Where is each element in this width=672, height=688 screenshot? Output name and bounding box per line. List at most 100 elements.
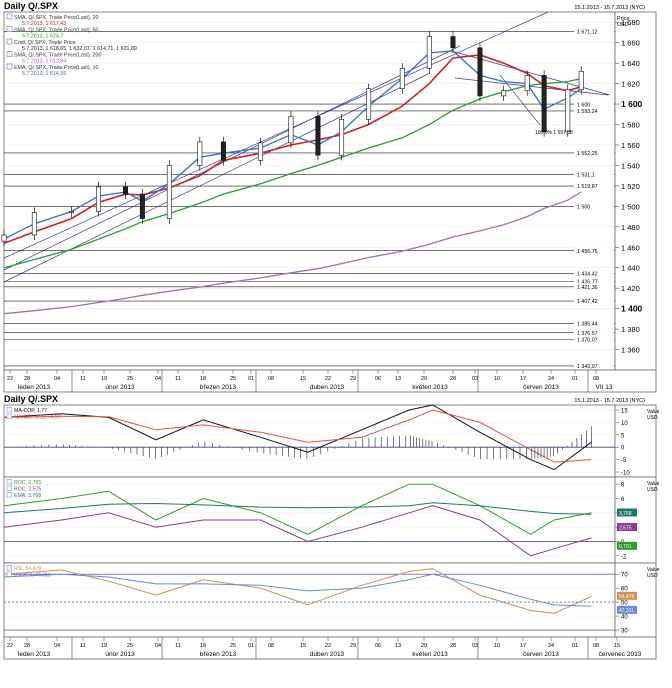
level-label-bg [574, 149, 614, 157]
macd-series-0 [3, 404, 592, 471]
price-tick-label: 1 400 [621, 304, 643, 314]
legend-icon [6, 51, 13, 57]
rsi-tick-label: 70 [621, 573, 628, 579]
level-label-bg [574, 247, 614, 255]
indicator-x-day-label: 24 [548, 643, 554, 649]
candle-body [288, 116, 294, 144]
indicator-x-day-label: 22 [7, 643, 13, 649]
price-x-day-label: 01 [572, 376, 578, 382]
candle-body [315, 116, 321, 156]
indicator-x-month-label: únor 2013 [105, 651, 135, 658]
level-label: 1 531,1 [577, 173, 595, 179]
legend-label: Cndl, Q/.SPX, Trade Price [14, 40, 76, 46]
rsi-tick-label: 40 [621, 615, 628, 621]
level-label-bg [574, 283, 614, 291]
price-x-day-label: 08 [593, 376, 599, 382]
price-chart-title: Daily Q/.SPX [4, 1, 58, 11]
indicator-x-day-label: 06 [375, 643, 381, 649]
value-badge-bg [617, 605, 637, 614]
indicator-x-day-label: 04 [54, 643, 60, 649]
level-label-bg [574, 362, 614, 370]
price-tick-label: 1 540 [621, 161, 640, 170]
level-label: 1 421,36 [577, 285, 598, 291]
level-label: 1 434,42 [577, 272, 598, 278]
indicator-chart-title: Daily Q/.SPX [4, 394, 58, 404]
legend-value: 5.7.2013, 1 614,55 [22, 71, 66, 77]
level-label-bg [574, 171, 614, 179]
indicator-x-day-label: 15 [614, 643, 620, 649]
price-x-day-label: 11 [80, 376, 86, 382]
level-label-bg [574, 182, 614, 190]
macd-tick-label: 10 [621, 421, 628, 427]
price-tick-label: 1 660 [621, 39, 640, 48]
indicator-legend-label: EMA, 3,768 [14, 493, 41, 499]
roc-tick-label: 6 [621, 497, 625, 503]
price-x-day-label: 28 [450, 376, 456, 382]
level-label: 1 407,42 [577, 299, 598, 305]
price-x-day-label: 17 [520, 376, 526, 382]
indicator-legend-icon [6, 413, 12, 419]
price-x-day-label: 13 [395, 376, 401, 382]
indicator-x-day-label: 19 [101, 643, 107, 649]
indicator-x-day-label: 13 [395, 643, 401, 649]
indicator-legend-icon [6, 485, 12, 491]
indicator-legend-icon [6, 565, 12, 571]
rsi-tick-label: 60 [621, 587, 628, 593]
indicator-date-range: 15.1.2013 - 15.7.2013 (NYC) [574, 398, 645, 404]
price-x-day-label: 04 [54, 376, 60, 382]
rsi-plot-area [3, 562, 616, 638]
roc-axis-unit: USD [647, 487, 658, 493]
indicator-x-day-label: 20 [421, 643, 427, 649]
indicator-x-month-label: duben 2013 [310, 651, 345, 658]
value-badge-bg [617, 541, 637, 550]
indicator-x-month-label: březen 2013 [200, 651, 237, 658]
price-x-day-label: 08 [268, 376, 274, 382]
indicator-x-day-label: 29 [350, 643, 356, 649]
indicator-x-day-label: 08 [268, 643, 274, 649]
price-tick-label: 1 420 [621, 284, 640, 293]
price-x-day-label: 24 [548, 376, 554, 382]
price-tick-label: 1 640 [621, 59, 640, 68]
price-date-range: 15.1.2013 - 15.7.2013 (NYC) [574, 5, 645, 11]
price-axis-unit: USD [617, 22, 629, 28]
level-label-bg [574, 277, 614, 285]
price-x-day-label: 18 [200, 376, 206, 382]
price-x-day-label: 11 [175, 376, 181, 382]
price-tick-label: 1 480 [621, 223, 640, 232]
value-badge: 3,768 [619, 511, 632, 517]
macd-axis-area [614, 404, 657, 478]
indicator-x-day-label: 25 [230, 643, 236, 649]
level-label: 1 600 [577, 102, 590, 108]
value-badge: 54,479 [619, 594, 635, 600]
candle-body [96, 186, 102, 212]
level-label-bg [574, 297, 614, 305]
candle-body [197, 141, 203, 166]
price-tick-label: 1 460 [621, 243, 640, 252]
price-axis-title: Price [617, 16, 630, 22]
indicator-legend-label: ROC, 0,791 [14, 480, 42, 486]
price-x-day-label: 06 [375, 376, 381, 382]
indicator-legend-icon [6, 407, 12, 413]
candle-body [1, 234, 7, 242]
indicator-x-day-label: 11 [175, 643, 181, 649]
candle-body [501, 90, 507, 97]
price-x-month-label: červen 2013 [523, 384, 559, 391]
macd-axis-title: Value [647, 409, 660, 415]
legend-icon [6, 26, 13, 32]
roc-tick-label: -2 [621, 554, 627, 560]
price-x-day-label: 04 [155, 376, 161, 382]
indicator-x-day-label: 28 [450, 643, 456, 649]
level-label: 1 671,12 [577, 30, 598, 36]
indicator-x-day-label: 28 [24, 643, 30, 649]
level-label: 1 593,24 [577, 109, 598, 115]
candle-body [258, 142, 264, 161]
rsi-axis-unit: USD [647, 573, 658, 579]
legend-value: 5.7.2013, 1 617,43 [22, 21, 66, 27]
level-label-bg [574, 269, 614, 277]
indicator-x-day-label: 10 [494, 643, 500, 649]
price-x-month-label: březen 2013 [200, 384, 237, 391]
price-tick-label: 1 680 [621, 18, 640, 27]
legend-value: 5.7.2013, 1 618,65, 1 632,07, 1 614,71, … [22, 46, 137, 52]
